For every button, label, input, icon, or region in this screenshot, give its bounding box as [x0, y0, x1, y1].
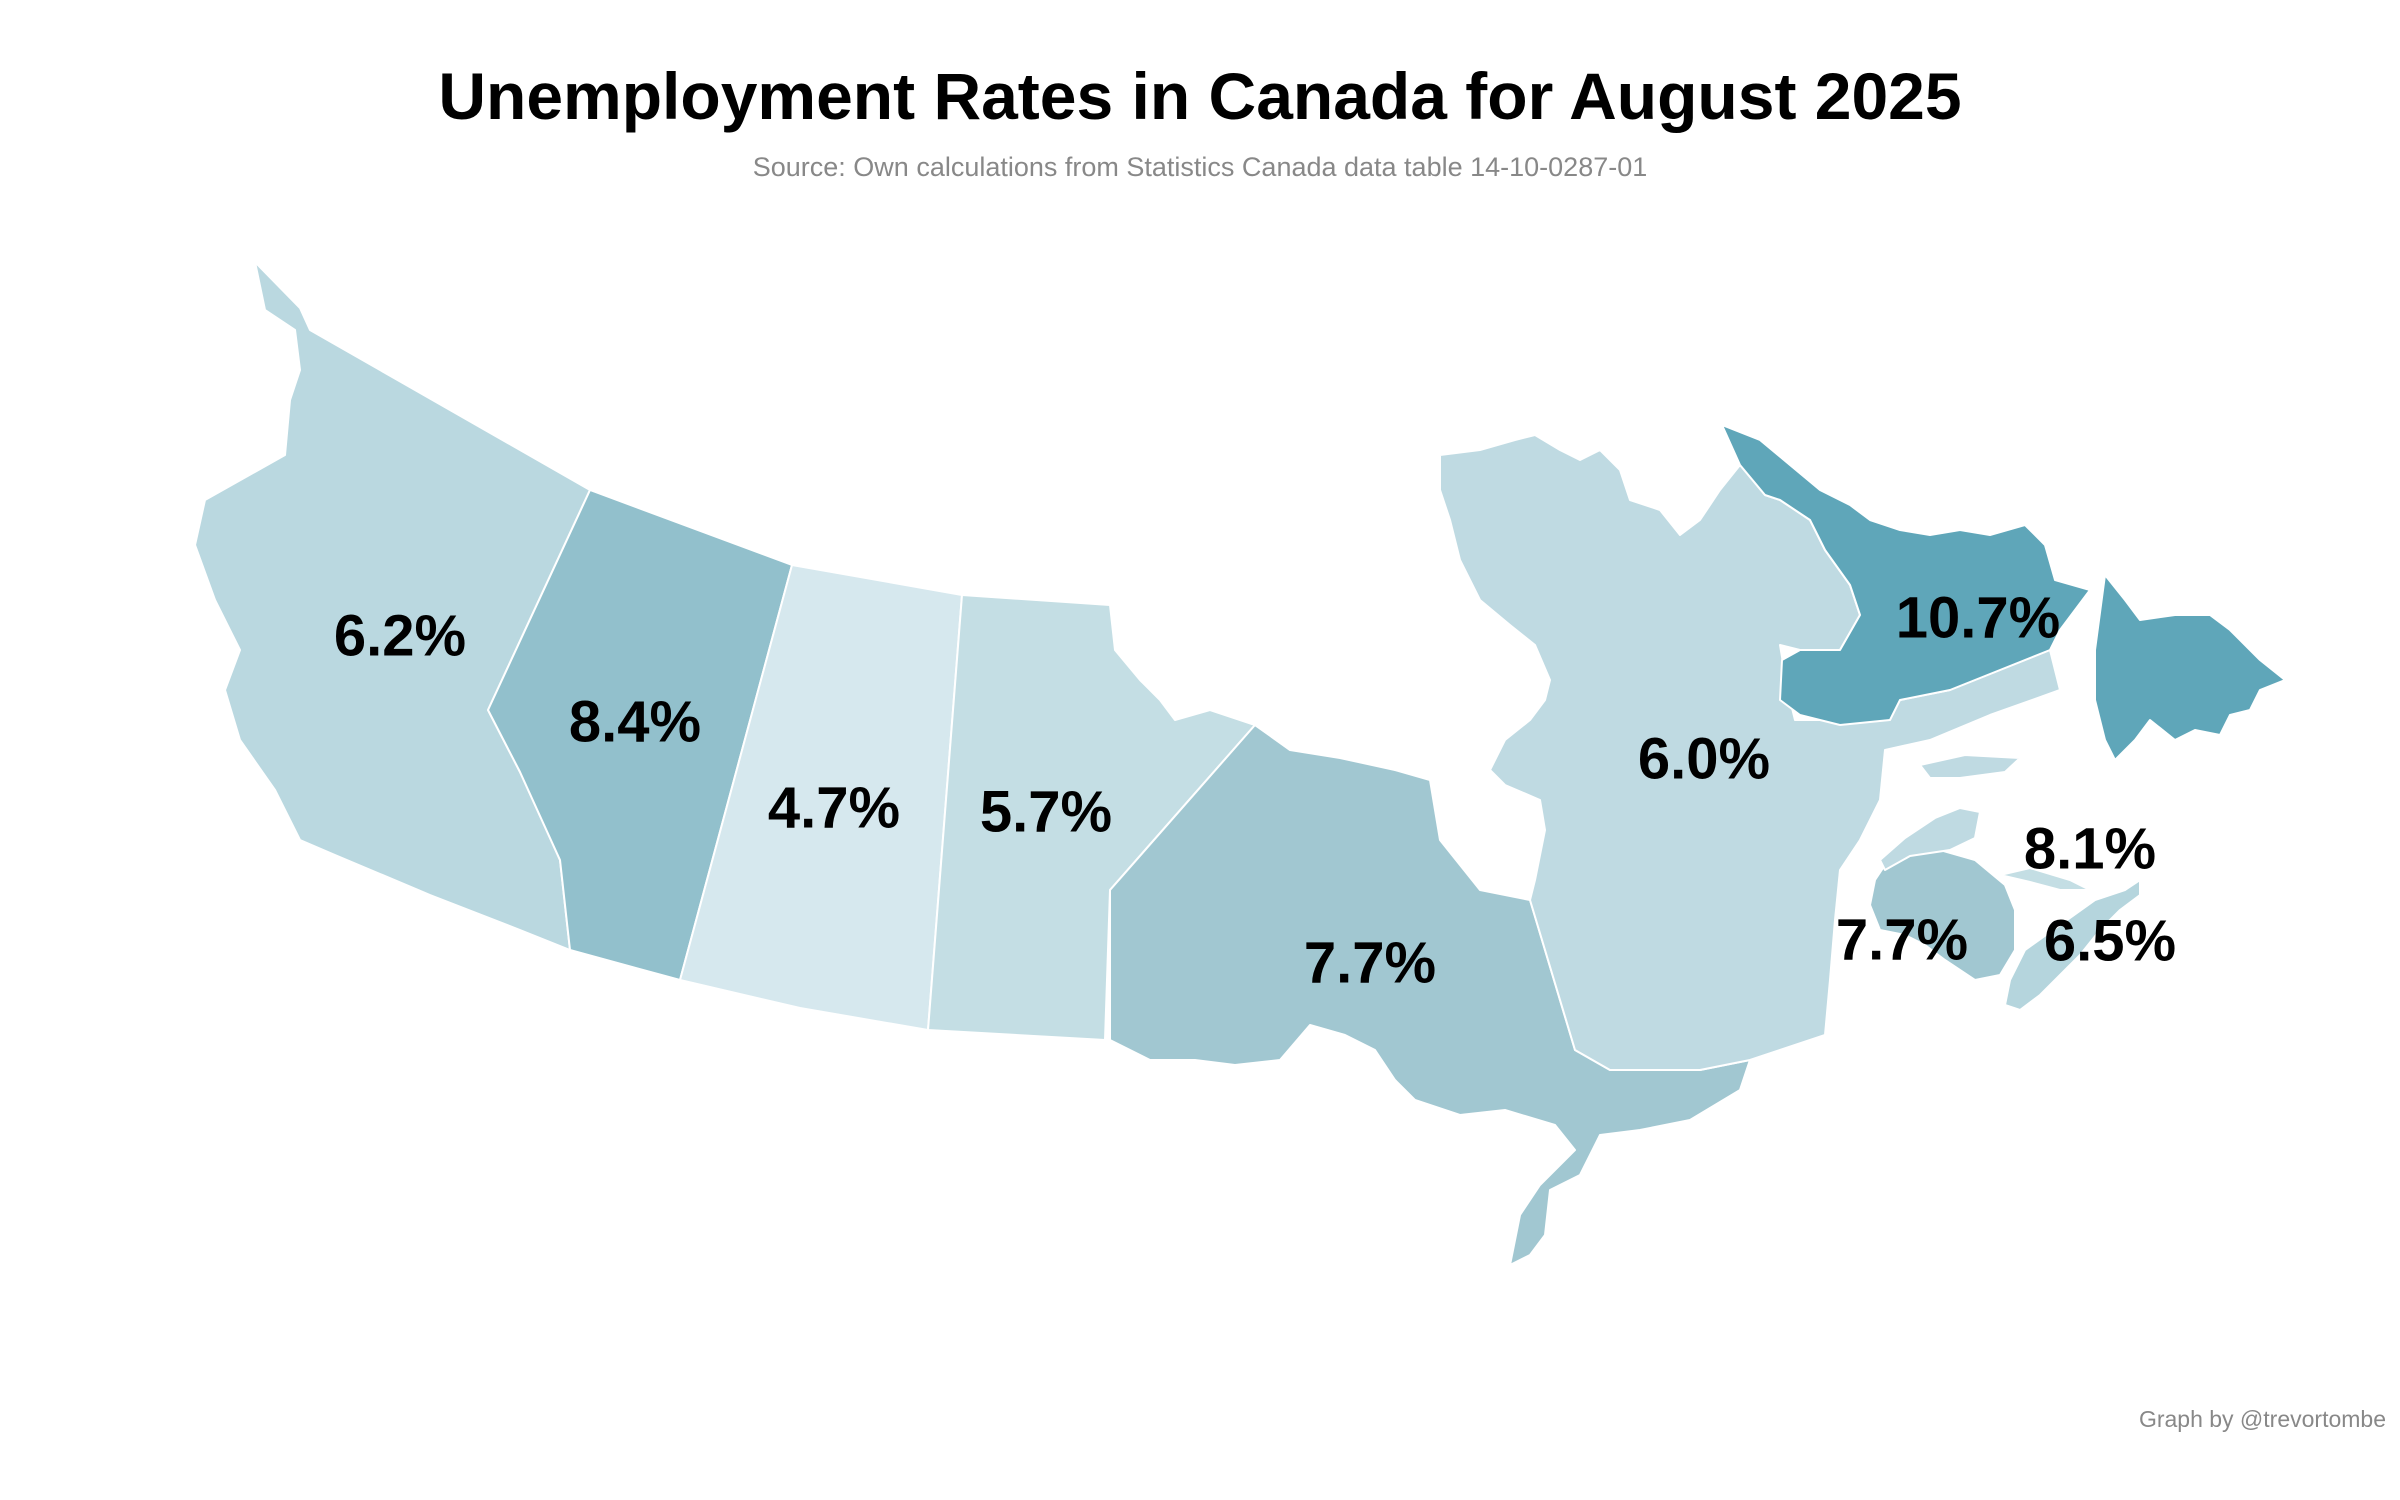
- province-on: [1109, 724, 1751, 1266]
- chart-caption: Graph by @trevortombe: [2138, 1406, 2386, 1432]
- province-nl: [1721, 424, 2286, 761]
- province-pe: [1999, 867, 2091, 891]
- label-sk: 4.7%: [768, 775, 900, 840]
- label-mb: 5.7%: [980, 779, 1112, 844]
- chart-subtitle: Source: Own calculations from Statistics…: [752, 152, 1648, 182]
- label-nl: 10.7%: [1896, 585, 2060, 650]
- island-anticosti: [1919, 754, 2021, 779]
- chart-title: Unemployment Rates in Canada for August …: [438, 59, 1962, 133]
- province-nb: [1869, 849, 2016, 981]
- province-qc: [1439, 434, 2061, 1071]
- province-mb: [927, 594, 1256, 1041]
- label-bc: 6.2%: [334, 603, 466, 668]
- province-sk: [679, 564, 963, 1031]
- region-gaspe: [1879, 807, 1981, 871]
- province-ns: [2004, 879, 2141, 1011]
- label-nb: 7.7%: [1836, 907, 1968, 972]
- label-ab: 8.4%: [569, 689, 701, 754]
- label-qc: 6.0%: [1638, 726, 1770, 791]
- label-ns: 6.5%: [2044, 908, 2176, 973]
- label-pe: 8.1%: [2024, 816, 2156, 881]
- label-on: 7.7%: [1304, 930, 1436, 995]
